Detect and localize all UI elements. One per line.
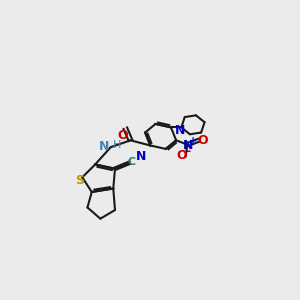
Text: +: + (189, 136, 197, 146)
Text: N: N (183, 139, 194, 152)
Text: N: N (174, 124, 185, 137)
Text: H: H (113, 140, 122, 150)
Text: O: O (117, 129, 128, 142)
Text: S: S (75, 174, 84, 187)
Text: C: C (127, 157, 135, 167)
Text: O: O (197, 134, 208, 147)
Text: N: N (136, 150, 146, 163)
Text: -: - (186, 145, 191, 158)
Text: N: N (99, 140, 109, 153)
Text: O: O (177, 149, 188, 162)
